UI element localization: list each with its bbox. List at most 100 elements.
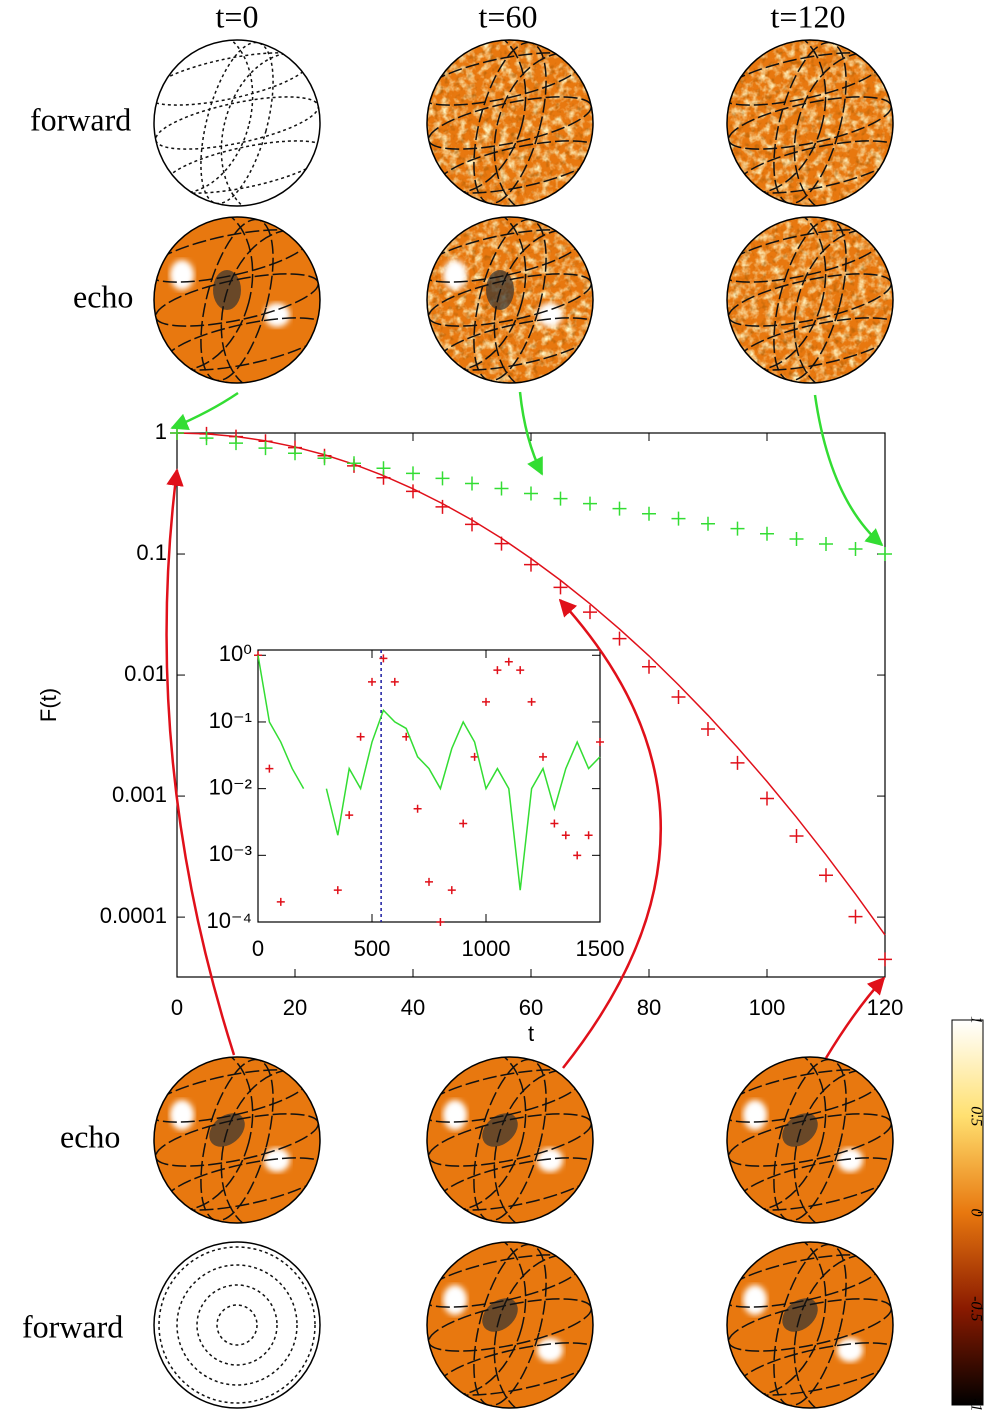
data-point [642,506,656,521]
data-point [730,755,745,770]
data-point [819,537,833,552]
sphere [727,1057,893,1223]
sphere-outline [726,39,894,207]
arrow [813,394,884,547]
y-tick-label: 10⁻⁴ [206,908,252,933]
data-point [561,831,570,840]
y-tick-label: 10⁻³ [209,841,252,866]
data-point [376,461,391,476]
data-line [257,655,601,891]
y-tick-label: 0.01 [124,661,167,686]
sphere [427,40,593,206]
sphere-body [154,1242,320,1408]
data-point [447,886,456,895]
texture [727,217,893,383]
data-point [550,819,559,828]
data-point [317,451,332,466]
sphere-outline [726,216,894,384]
data-point [848,909,863,924]
arrows [165,391,886,1069]
data-point [406,466,420,481]
y-tick-label: 0.0001 [100,903,167,928]
data-point [642,659,656,674]
blob [443,1285,467,1315]
row-label: echo [60,1118,120,1154]
data-point [199,431,214,446]
data-point [482,697,490,706]
grid-parallel [737,1342,893,1396]
data-point [701,516,715,531]
texture [427,40,593,206]
y-tick-label: 10⁻¹ [209,708,252,733]
sphere-body [154,40,320,206]
blob [743,1100,767,1130]
data-point [459,819,468,828]
sphere-outline [726,1056,894,1224]
x-tick-label: 500 [354,936,391,961]
blob [443,260,467,290]
data-point [878,547,892,562]
data-point [258,441,273,456]
data-point [760,791,774,806]
data-point [425,877,433,886]
sphere [427,217,593,383]
sphere [154,217,320,383]
data-point [229,436,243,451]
data-point [671,690,686,705]
sphere [727,217,893,383]
data-point [493,666,502,675]
data-point [730,521,745,536]
data-point [789,828,804,843]
grid-ring [176,1264,298,1386]
data-point [465,476,479,491]
data-point [583,496,597,511]
data-point [819,868,833,883]
sphere-outline [153,39,321,207]
sphere [154,40,320,206]
blob [537,1148,563,1172]
sphere [727,1242,893,1408]
data-point [494,481,509,496]
blob [264,1148,290,1172]
data-point [524,486,538,501]
data-point [596,738,604,747]
x-tick-label: 100 [749,995,786,1020]
blob [743,1285,767,1315]
sphere-panels [153,39,894,1409]
grid-parallel [737,1157,893,1211]
y-axis-label: F(t) [36,688,61,722]
sphere-outline [426,216,594,384]
data-point [701,722,715,737]
blob [443,1100,467,1130]
y-tick-label: 0.001 [112,782,167,807]
y-tick-label: 10⁻² [209,774,252,799]
data-point [356,732,365,741]
x-tick-label: 120 [867,995,904,1020]
blob [264,303,290,327]
data-point [760,526,774,541]
data-point [333,886,342,895]
arrow [558,598,662,1069]
data-point [368,677,376,686]
colorbar-tick-label: -1 [967,1398,984,1411]
sphere-outline [726,1241,894,1409]
sphere [727,40,893,206]
x-tick-label: 0 [171,995,183,1020]
data-point [265,764,274,773]
column-label: t=0 [216,0,259,34]
data-point [504,657,513,666]
data-point [276,897,285,906]
grid-ring [216,1304,258,1346]
grid-parallel [164,317,320,371]
data-point [539,752,547,761]
sphere-outline [153,1241,321,1409]
x-tick-label: 1500 [576,936,625,961]
blob [170,260,194,290]
data-point [553,491,568,506]
arrow [165,468,236,1056]
grid-ring [196,1284,278,1366]
sphere-outline [153,1056,321,1224]
data-point [583,605,597,620]
x-tick-label: 0 [252,936,264,961]
